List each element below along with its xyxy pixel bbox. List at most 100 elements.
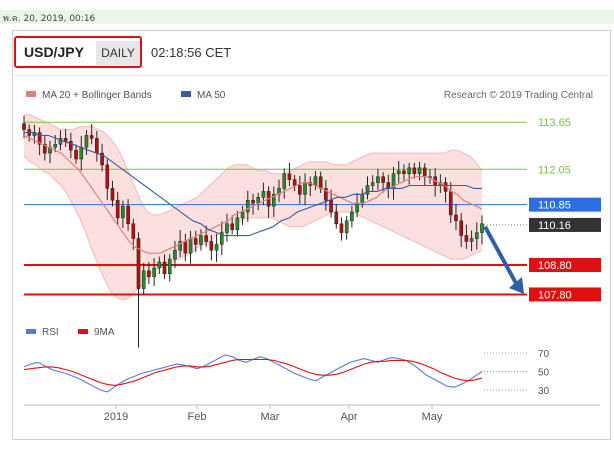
candle-body	[22, 123, 26, 130]
date-bar: พ.ค. 20, 2019, 00:16	[0, 10, 614, 24]
symbol-label: USD/JPY	[24, 44, 84, 60]
ma20-line	[23, 134, 483, 254]
rsi-line	[23, 354, 483, 393]
candle-body	[313, 176, 318, 186]
candle-body	[287, 173, 292, 180]
forecast-arrow-shaft	[483, 225, 519, 286]
candle-body	[344, 220, 349, 233]
level-label-box-current	[529, 217, 601, 232]
candle-body	[251, 199, 255, 204]
rsi-ma-legend-swatch	[78, 329, 88, 334]
candle-body	[199, 235, 203, 245]
rsi-tick-label: 70	[538, 349, 550, 360]
x-axis-label: Mar	[261, 411, 280, 423]
candle-body	[459, 220, 463, 236]
level-label-box-support	[529, 287, 601, 302]
candle-body	[219, 232, 224, 245]
candle-body	[402, 170, 406, 174]
candle-body	[131, 223, 136, 239]
rsi-legend: RSI 9MA	[26, 327, 115, 338]
candle-body	[79, 146, 84, 160]
x-axis-label: May	[422, 411, 443, 423]
candle-body	[235, 217, 240, 230]
level-label-box-support	[529, 258, 601, 272]
candle-body	[365, 185, 370, 195]
candle-body	[147, 270, 151, 278]
candle-body	[214, 244, 219, 251]
x-axis-label: Apr	[340, 411, 357, 423]
candle-body	[464, 235, 469, 242]
candle-body	[188, 238, 193, 254]
candle-body	[324, 188, 328, 201]
candle-body	[178, 241, 182, 251]
timeframe-button[interactable]: DAILY	[96, 41, 140, 65]
price-level-labels: 113.65 112.05 110.85 110.16 108.80 107.80	[529, 117, 601, 302]
top-bar: พ.ค. 20, 2019, 00:16	[0, 0, 614, 26]
candle-body	[167, 258, 172, 275]
level-label-box-pivot	[529, 197, 601, 212]
candle-body	[412, 167, 417, 174]
price-legend: MA 20 + Bollinger Bands MA 50 Research ©…	[26, 90, 593, 101]
candle-body	[157, 261, 162, 269]
ma20-legend-swatch	[26, 91, 36, 97]
bollinger-lower-line	[23, 155, 483, 301]
candle-body	[318, 176, 323, 189]
candle-body	[422, 167, 427, 177]
rsi-chart: 70 50 30	[23, 349, 550, 397]
x-axis: 2019 Feb Mar Apr May	[24, 404, 600, 423]
candle-body	[141, 270, 146, 289]
credit-label: Research © 2019 Trading Central	[444, 90, 593, 101]
bollinger-upper-line	[24, 114, 483, 216]
level-label-support: 108.80	[538, 260, 572, 272]
price-chart	[22, 114, 527, 348]
candle-body	[121, 205, 125, 219]
candle-body	[282, 173, 287, 189]
candle-body	[105, 164, 110, 189]
candle-body	[261, 191, 266, 198]
candle-body	[126, 205, 130, 225]
candle-body	[225, 223, 229, 233]
candle-body	[84, 135, 89, 148]
candle-body	[454, 214, 458, 222]
candle-body	[370, 182, 375, 186]
candle-body	[360, 194, 365, 204]
candle-body	[136, 238, 141, 289]
candle-body	[152, 267, 156, 278]
candle-body	[74, 149, 78, 160]
candle-body	[58, 138, 63, 145]
candle-body	[292, 179, 297, 186]
candle-body	[396, 170, 401, 174]
candle-body	[69, 141, 73, 151]
candle-body	[256, 197, 261, 204]
x-axis-label: 2019	[104, 411, 128, 423]
candle-body	[240, 211, 245, 219]
candle-body	[272, 194, 276, 207]
x-axis-label: Feb	[188, 411, 207, 423]
symbol-highlight-box	[14, 36, 142, 68]
candle-body	[350, 211, 354, 222]
rsi-tick-label: 30	[538, 386, 550, 397]
rsi-legend-swatch	[26, 329, 36, 334]
candle-body	[53, 144, 58, 148]
ma50-legend-swatch	[181, 91, 191, 97]
candle-body	[162, 261, 167, 275]
candle-body	[43, 144, 47, 154]
candle-body	[193, 238, 198, 245]
candle-body	[448, 191, 453, 216]
candle-body	[110, 188, 115, 201]
candle-body	[417, 167, 422, 174]
candle-body	[355, 202, 359, 213]
rsi-tick-label: 50	[538, 368, 550, 379]
candle-body	[339, 223, 344, 233]
header-divider	[12, 75, 609, 76]
candle-body	[474, 232, 479, 239]
level-label-support: 107.80	[538, 289, 572, 301]
level-label-resistance: 112.05	[538, 164, 571, 176]
candle-body	[230, 223, 234, 230]
rsi-ma-line	[23, 358, 483, 386]
date-text: พ.ค. 20, 2019, 00:16	[3, 14, 96, 24]
candle-body	[173, 250, 177, 260]
candle-body	[245, 199, 250, 213]
rsi-ma-legend-label: 9MA	[94, 327, 115, 338]
